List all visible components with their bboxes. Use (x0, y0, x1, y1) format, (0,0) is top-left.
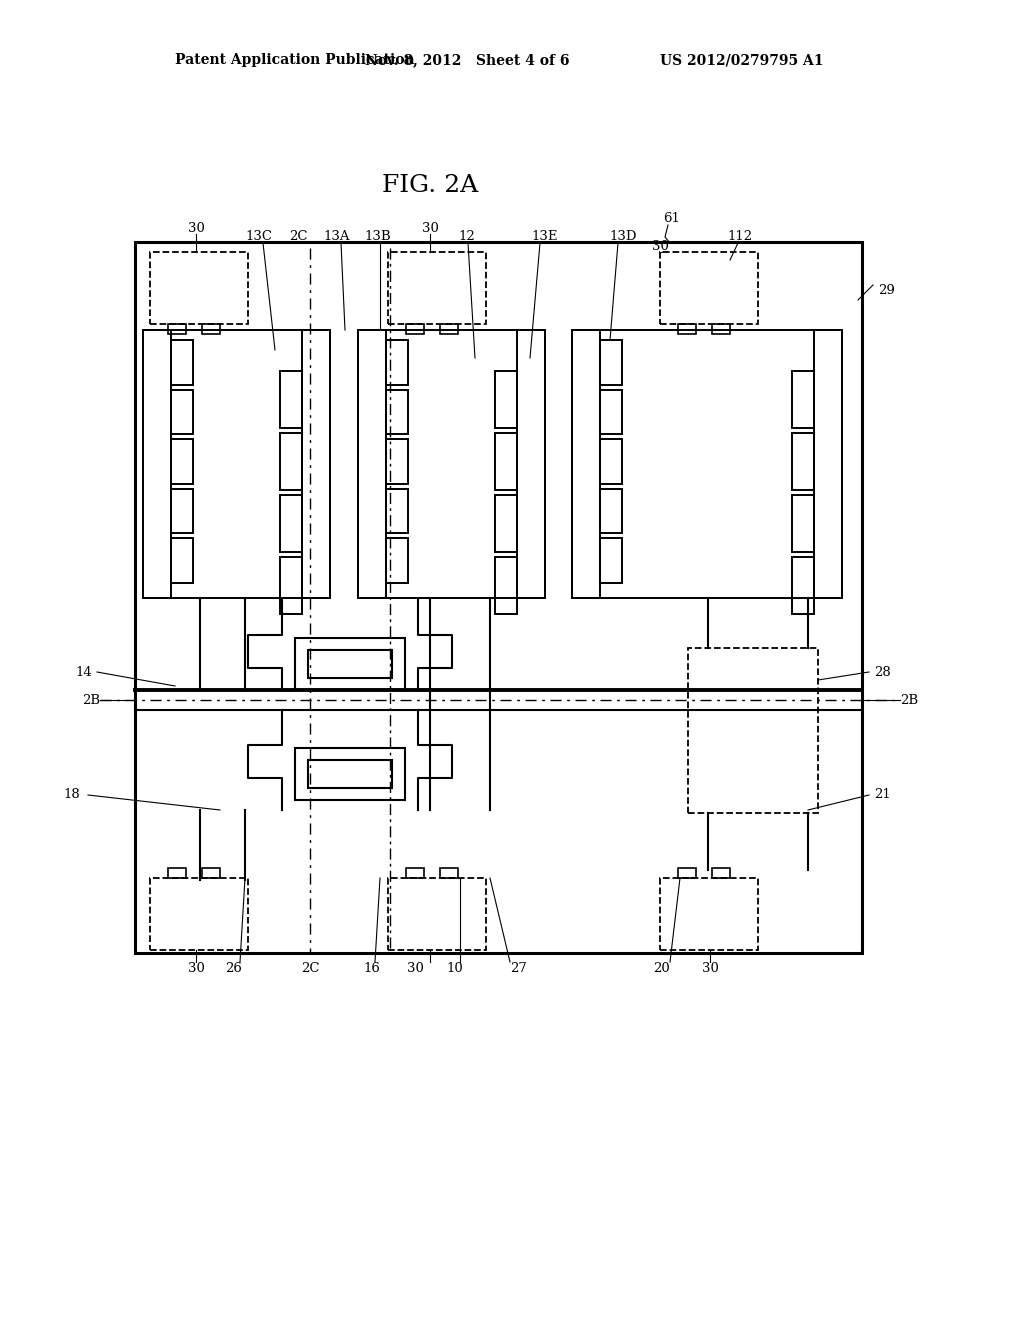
Bar (280, 557, 302, 614)
Text: 30: 30 (187, 961, 205, 974)
Bar (792, 495, 814, 552)
Bar (358, 330, 386, 598)
Bar (143, 330, 330, 598)
Bar (406, 323, 424, 334)
Bar (386, 389, 408, 434)
Bar (280, 433, 302, 490)
Bar (678, 869, 696, 878)
Bar (171, 440, 193, 484)
Text: 21: 21 (874, 788, 891, 801)
Text: 12: 12 (459, 231, 475, 243)
Bar (150, 878, 248, 950)
Text: 16: 16 (364, 961, 381, 974)
Bar (143, 330, 171, 598)
Bar (295, 638, 406, 690)
Bar (792, 433, 814, 490)
Bar (660, 252, 758, 323)
Bar (171, 539, 193, 583)
Bar (572, 330, 842, 598)
Bar (712, 869, 730, 878)
Text: 29: 29 (878, 284, 895, 297)
Text: 26: 26 (225, 961, 243, 974)
Bar (295, 748, 406, 800)
Text: 2C: 2C (301, 961, 319, 974)
Bar (202, 869, 220, 878)
Bar (678, 323, 696, 334)
Text: US 2012/0279795 A1: US 2012/0279795 A1 (660, 53, 823, 67)
Bar (171, 488, 193, 533)
Text: 112: 112 (727, 231, 753, 243)
Text: 30: 30 (422, 222, 438, 235)
Bar (600, 539, 622, 583)
Bar (572, 330, 600, 598)
Text: 30: 30 (187, 222, 205, 235)
Text: FIG. 2A: FIG. 2A (382, 173, 478, 197)
Bar (171, 389, 193, 434)
Bar (688, 648, 818, 813)
Text: 30: 30 (701, 961, 719, 974)
Bar (440, 869, 458, 878)
Bar (168, 323, 186, 334)
Text: 13A: 13A (324, 231, 350, 243)
Bar (135, 242, 862, 953)
Bar (386, 341, 408, 384)
Bar (495, 433, 517, 490)
Bar (600, 389, 622, 434)
Bar (495, 371, 517, 428)
Bar (308, 649, 392, 678)
Bar (814, 330, 842, 598)
Bar (792, 557, 814, 614)
Text: 2C: 2C (289, 231, 307, 243)
Bar (712, 323, 730, 334)
Bar (280, 495, 302, 552)
Bar (150, 252, 248, 323)
Bar (440, 323, 458, 334)
Bar (202, 323, 220, 334)
Text: 2B: 2B (900, 693, 919, 706)
Text: Patent Application Publication: Patent Application Publication (175, 53, 415, 67)
Bar (495, 557, 517, 614)
Text: 30: 30 (407, 961, 424, 974)
Text: 30: 30 (651, 240, 669, 253)
Bar (388, 252, 486, 323)
Bar (358, 330, 545, 598)
Bar (388, 878, 486, 950)
Text: 13C: 13C (246, 231, 272, 243)
Bar (168, 869, 186, 878)
Text: 14: 14 (75, 665, 92, 678)
Text: 27: 27 (511, 961, 527, 974)
Bar (406, 869, 424, 878)
Text: 20: 20 (653, 961, 671, 974)
Bar (171, 341, 193, 384)
Bar (495, 495, 517, 552)
Bar (517, 330, 545, 598)
Bar (792, 371, 814, 428)
Bar (386, 539, 408, 583)
Bar (660, 878, 758, 950)
Text: 13D: 13D (609, 231, 637, 243)
Text: Nov. 8, 2012   Sheet 4 of 6: Nov. 8, 2012 Sheet 4 of 6 (365, 53, 569, 67)
Text: 18: 18 (63, 788, 80, 801)
Bar (308, 760, 392, 788)
Text: 2B: 2B (82, 693, 100, 706)
Bar (280, 371, 302, 428)
Bar (386, 440, 408, 484)
Text: 13B: 13B (365, 231, 391, 243)
Text: 13E: 13E (531, 231, 558, 243)
Text: 10: 10 (446, 961, 464, 974)
Bar (302, 330, 330, 598)
Bar (386, 488, 408, 533)
Text: 28: 28 (874, 665, 891, 678)
Text: 61: 61 (664, 211, 680, 224)
Bar (600, 341, 622, 384)
Bar (600, 488, 622, 533)
Bar (600, 440, 622, 484)
